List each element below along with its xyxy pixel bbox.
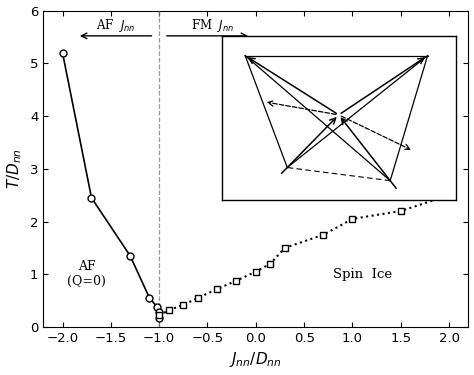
X-axis label: $J_{nn}/D_{nn}$: $J_{nn}/D_{nn}$	[229, 351, 282, 369]
Text: AF  $J_{nn}$: AF $J_{nn}$	[96, 17, 136, 34]
Text: FM  $J_{nn}$: FM $J_{nn}$	[191, 17, 234, 34]
Y-axis label: $T/D_{nn}$: $T/D_{nn}$	[6, 148, 24, 189]
Text: Spin  Ice: Spin Ice	[333, 268, 392, 281]
Text: AF
(Q=0): AF (Q=0)	[67, 260, 106, 288]
